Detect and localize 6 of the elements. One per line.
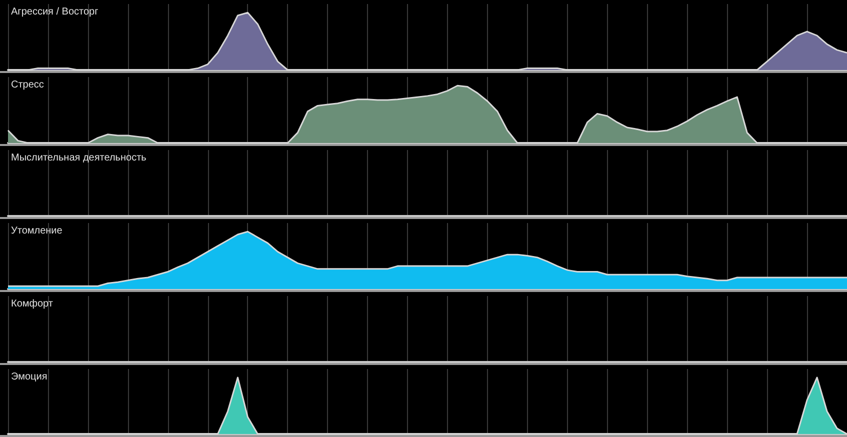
chart-title: Стресс <box>11 80 44 90</box>
text: Комфорт <box>11 298 54 310</box>
chart-title: Агрессия / Восторг <box>11 6 99 18</box>
chart-title: Эмоция <box>11 372 48 382</box>
chart-title: Утомление <box>11 226 63 236</box>
text: Мыслительная деятельность <box>11 152 146 164</box>
